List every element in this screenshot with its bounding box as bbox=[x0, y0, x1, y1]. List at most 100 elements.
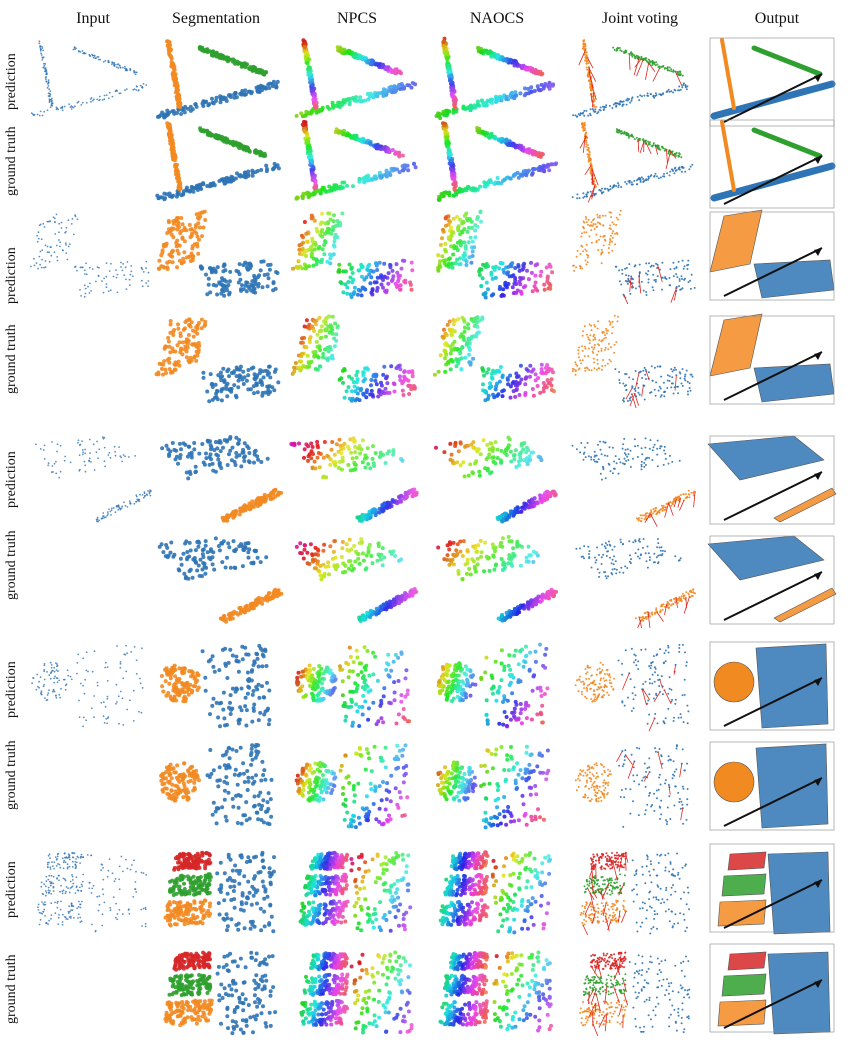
row-label-10: ground truth bbox=[4, 954, 19, 1024]
articulated-output-prediction bbox=[704, 208, 840, 304]
joint-voting-thumbnail bbox=[572, 39, 689, 118]
naocs-thumbnail bbox=[438, 850, 552, 935]
naocs-map-prediction bbox=[426, 432, 562, 528]
npcs-thumbnail bbox=[299, 950, 414, 1035]
npcs-thumbnail bbox=[291, 211, 415, 299]
segmentation-thumbnail bbox=[156, 209, 280, 298]
segmentation-result-ground-truth bbox=[150, 738, 286, 834]
articulated-output-thumbnail bbox=[707, 535, 837, 625]
row-label-4: ground truth bbox=[4, 324, 19, 394]
npcs-map-ground-truth bbox=[286, 532, 422, 628]
segmentation-thumbnail bbox=[163, 850, 276, 934]
naocs-map-prediction bbox=[426, 638, 562, 734]
npcs-thumbnail bbox=[289, 436, 419, 523]
segmentation-result-prediction bbox=[150, 638, 286, 734]
segmentation-thumbnail bbox=[156, 39, 280, 120]
npcs-map-ground-truth bbox=[286, 940, 422, 1036]
naocs-map-prediction bbox=[426, 840, 562, 936]
naocs-map-prediction bbox=[426, 208, 562, 304]
articulated-output-thumbnail bbox=[709, 119, 836, 209]
joint-voting-result-ground-truth bbox=[565, 312, 701, 408]
naocs-thumbnail bbox=[434, 435, 558, 524]
naocs-map-ground-truth bbox=[426, 312, 562, 408]
naocs-thumbnail bbox=[434, 36, 556, 121]
row-label-6: ground truth bbox=[4, 530, 19, 600]
segmentation-result-prediction bbox=[150, 34, 286, 130]
column-header-joint-voting: Joint voting bbox=[601, 10, 678, 27]
articulated-output-thumbnail bbox=[709, 741, 835, 831]
npcs-thumbnail bbox=[294, 537, 419, 623]
npcs-thumbnail bbox=[298, 850, 413, 933]
column-header-npcs: NPCS bbox=[336, 10, 378, 27]
joint-voting-thumbnail bbox=[571, 121, 694, 203]
articulated-output-ground-truth bbox=[704, 532, 840, 628]
articulated-output-ground-truth bbox=[704, 940, 840, 1036]
npcs-map-prediction bbox=[286, 432, 422, 528]
npcs-thumbnail bbox=[294, 743, 410, 830]
articulated-output-prediction bbox=[704, 432, 840, 528]
segmentation-result-ground-truth bbox=[150, 940, 286, 1036]
npcs-map-ground-truth bbox=[286, 738, 422, 834]
joint-voting-thumbnail bbox=[571, 314, 694, 408]
npcs-thumbnail bbox=[290, 314, 417, 403]
joint-voting-result-prediction bbox=[565, 208, 701, 304]
articulated-output-thumbnail bbox=[709, 37, 836, 127]
joint-voting-result-ground-truth bbox=[565, 940, 701, 1036]
row-label-8: ground truth bbox=[4, 740, 19, 810]
naocs-map-prediction bbox=[426, 34, 562, 130]
input-point-cloud-prediction bbox=[22, 840, 158, 936]
articulated-output-thumbnail bbox=[709, 313, 835, 405]
npcs-map-ground-truth bbox=[286, 312, 422, 408]
naocs-map-ground-truth bbox=[426, 940, 562, 1036]
input-point-cloud-prediction bbox=[22, 432, 158, 528]
column-header-input: Input bbox=[76, 10, 110, 27]
npcs-map-prediction bbox=[286, 638, 422, 734]
joint-voting-result-prediction bbox=[565, 840, 701, 936]
articulated-output-thumbnail bbox=[709, 843, 835, 935]
npcs-map-prediction bbox=[286, 208, 422, 304]
joint-voting-result-ground-truth bbox=[565, 532, 701, 628]
npcs-map-ground-truth bbox=[286, 116, 422, 212]
naocs-thumbnail bbox=[436, 121, 559, 202]
input-point-cloud-prediction bbox=[22, 638, 158, 734]
joint-voting-result-ground-truth bbox=[565, 116, 701, 212]
segmentation-thumbnail bbox=[163, 950, 278, 1036]
row-label-7: prediction bbox=[4, 661, 19, 718]
npcs-thumbnail bbox=[294, 119, 418, 201]
articulated-output-ground-truth bbox=[704, 116, 840, 212]
joint-voting-result-prediction bbox=[565, 432, 701, 528]
naocs-thumbnail bbox=[436, 534, 559, 623]
row-label-1: prediction bbox=[4, 53, 19, 110]
joint-voting-thumbnail bbox=[574, 744, 689, 828]
point-cloud-thumbnail bbox=[30, 213, 150, 298]
segmentation-thumbnail bbox=[160, 435, 284, 523]
naocs-thumbnail bbox=[432, 315, 556, 403]
articulated-output-thumbnail bbox=[707, 435, 837, 525]
naocs-thumbnail bbox=[436, 209, 555, 300]
row-label-2: ground truth bbox=[4, 126, 19, 196]
npcs-map-prediction bbox=[286, 34, 422, 130]
segmentation-thumbnail bbox=[159, 742, 274, 827]
articulated-output-ground-truth bbox=[704, 312, 840, 408]
joint-voting-thumbnail bbox=[575, 538, 696, 628]
segmentation-result-ground-truth bbox=[150, 532, 286, 628]
naocs-map-ground-truth bbox=[426, 532, 562, 628]
joint-voting-thumbnail bbox=[574, 643, 690, 732]
npcs-map-prediction bbox=[286, 840, 422, 936]
articulated-output-ground-truth bbox=[704, 738, 840, 834]
joint-voting-thumbnail bbox=[572, 209, 696, 304]
segmentation-thumbnail bbox=[157, 536, 284, 624]
row-label-3: prediction bbox=[4, 247, 19, 304]
articulated-output-prediction bbox=[704, 638, 840, 734]
segmentation-result-prediction bbox=[150, 840, 286, 936]
naocs-map-ground-truth bbox=[426, 738, 562, 834]
naocs-map-ground-truth bbox=[426, 116, 562, 212]
articulated-output-thumbnail bbox=[709, 209, 835, 301]
point-cloud-thumbnail bbox=[31, 644, 144, 728]
point-cloud-thumbnail bbox=[30, 40, 148, 117]
joint-voting-thumbnail bbox=[579, 851, 690, 936]
segmentation-thumbnail bbox=[159, 643, 272, 729]
articulated-output-prediction bbox=[704, 840, 840, 936]
articulated-output-prediction bbox=[704, 34, 840, 130]
row-label-9: prediction bbox=[4, 861, 19, 918]
